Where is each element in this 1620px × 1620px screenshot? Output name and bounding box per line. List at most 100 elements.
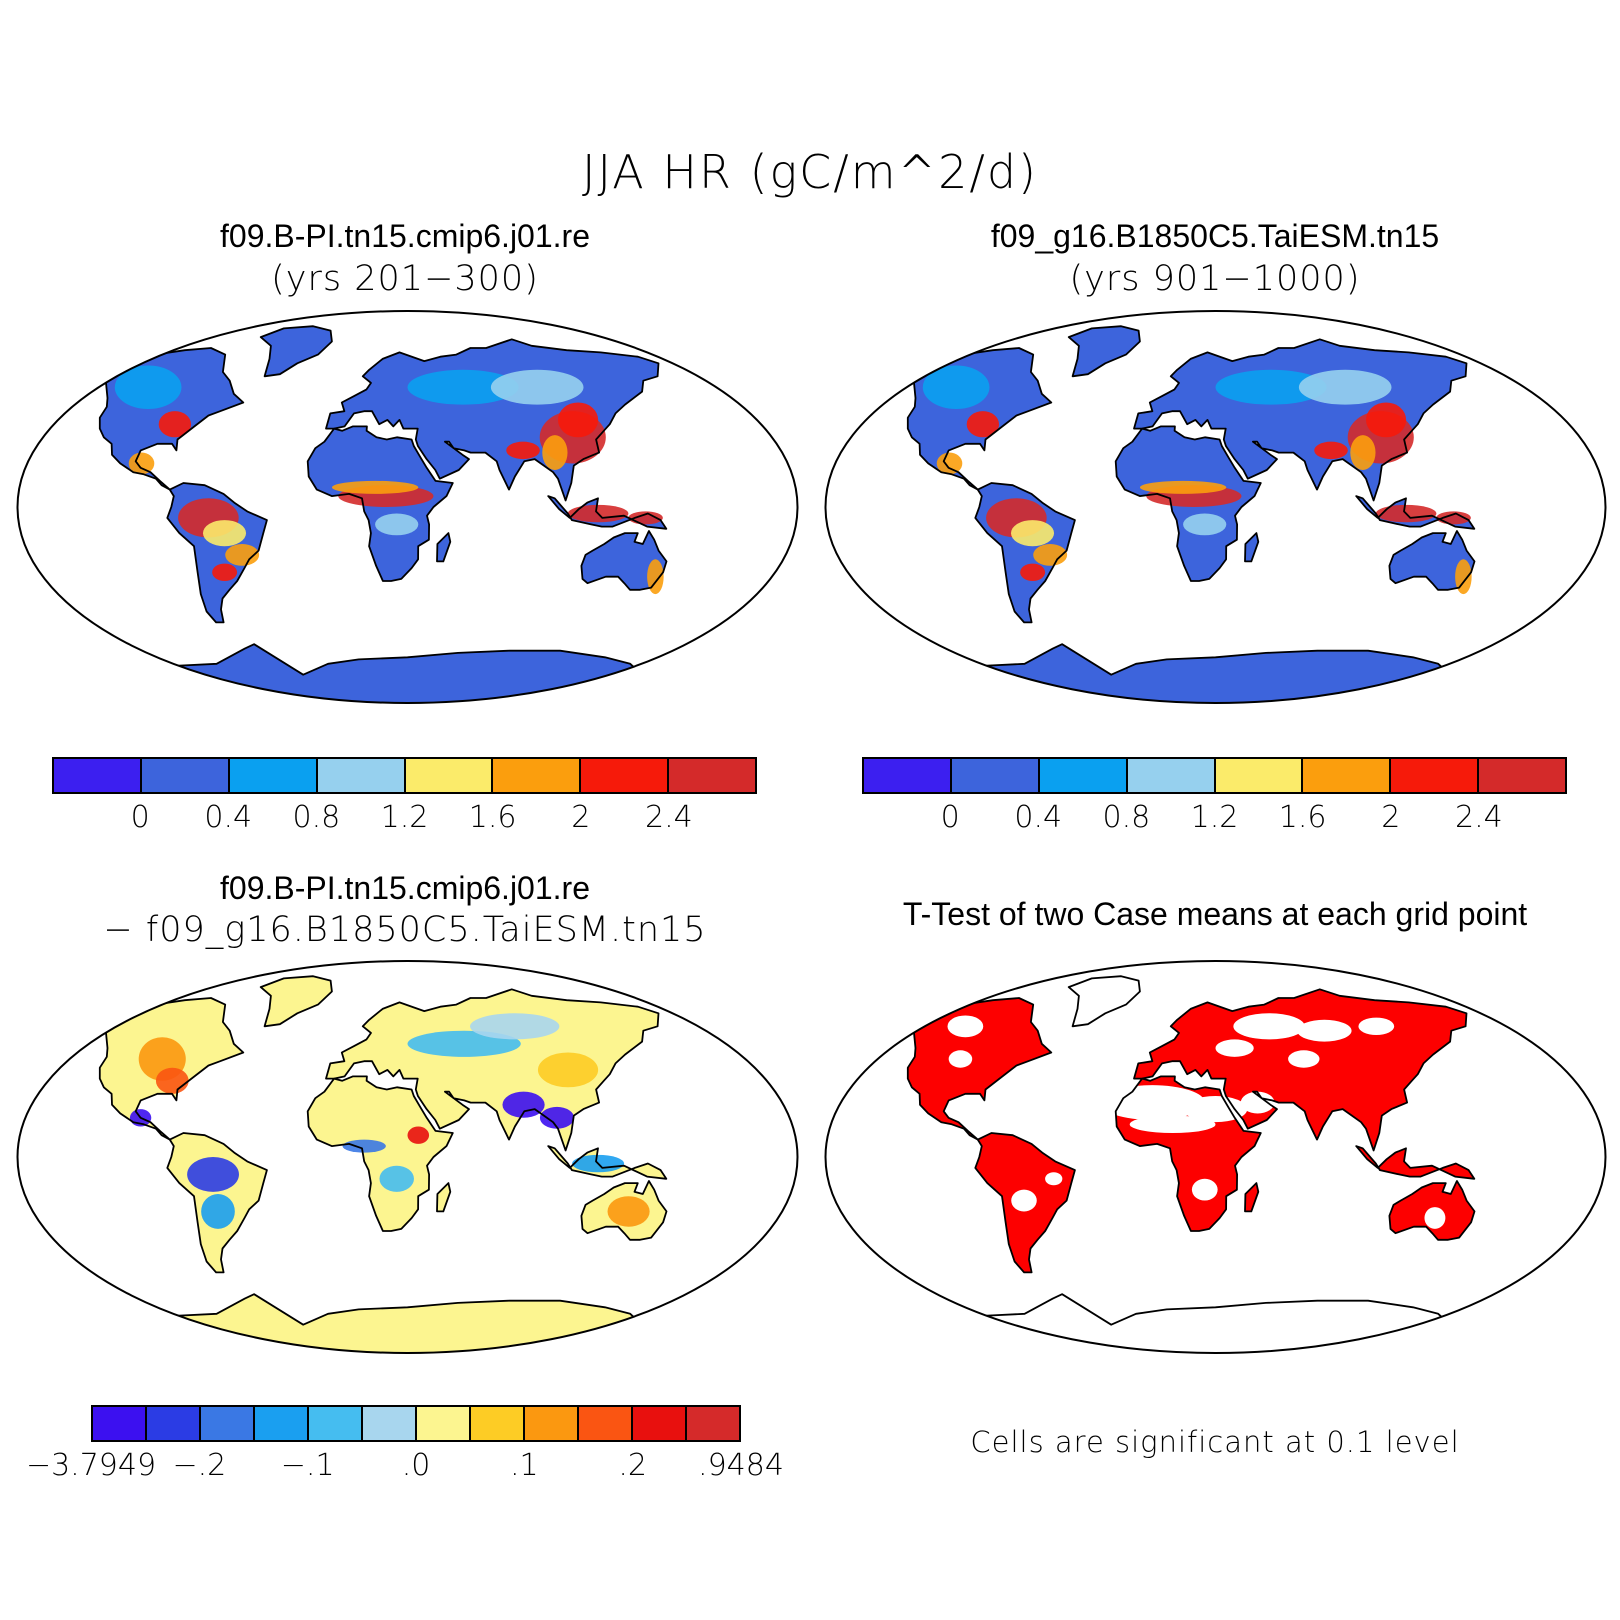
colorbar-tick-label: 1.2 <box>380 800 429 835</box>
colorbar-swatch <box>493 759 582 792</box>
coastline-madagascar <box>1244 532 1260 563</box>
diff-title: f09.B-PI.tn15.cmip6.j01.re <box>220 870 590 906</box>
field-patch <box>1020 563 1046 582</box>
colorbar-swatch <box>471 1407 525 1440</box>
colorbar-swatch <box>1303 759 1392 792</box>
land-namerica <box>867 998 1052 1140</box>
colorbar-tick-label: 0 <box>130 800 150 835</box>
land-madagascar <box>437 533 451 562</box>
map-border <box>824 960 1607 1354</box>
colorbar-swatch <box>864 759 952 792</box>
coastline-samerica <box>166 482 268 624</box>
coastline-greenland <box>1067 975 1141 1028</box>
field-patch <box>1350 435 1376 470</box>
land-greenland <box>1068 976 1140 1027</box>
land-namerica <box>867 348 1052 490</box>
land-eurasia <box>326 989 659 1151</box>
field-patch <box>922 365 990 409</box>
land-madagascar <box>1245 1183 1259 1212</box>
field-patch <box>1366 402 1407 438</box>
field-patch <box>936 452 963 475</box>
coastline-namerica <box>866 997 1053 1141</box>
land-antarctica <box>859 1294 1446 1353</box>
coastline-madagascar <box>436 1182 452 1213</box>
field-patch <box>607 1196 650 1227</box>
colorbar-swatch <box>1479 759 1565 792</box>
case2-colorbar <box>862 757 1567 794</box>
colorbar-tick-label: 2 <box>571 800 591 835</box>
coastline-namerica <box>866 347 1053 491</box>
colorbar-tick-label: −.2 <box>172 1448 227 1483</box>
colorbar-swatch <box>317 759 406 792</box>
colorbar-swatch <box>579 1407 633 1440</box>
field-patch <box>379 1165 414 1192</box>
non-significant-area <box>947 1015 984 1038</box>
colorbar-tick-label: .0 <box>401 1448 431 1483</box>
colorbar-swatch <box>1127 759 1216 792</box>
non-significant-area <box>1358 1017 1395 1036</box>
coastline-eurasia <box>1133 338 1468 502</box>
colorbar-swatch <box>141 759 230 792</box>
colorbar-swatch <box>1039 759 1128 792</box>
non-significant-area <box>1424 1207 1446 1229</box>
coastline-africa <box>1114 425 1262 582</box>
field-patch <box>542 435 568 470</box>
field-patch <box>158 411 192 438</box>
colorbar-tick-label: 1.2 <box>1190 800 1239 835</box>
coastline-indonesia <box>1355 495 1476 530</box>
colorbar-swatch <box>581 759 670 792</box>
map-border <box>16 960 799 1354</box>
non-significant-area <box>1240 1091 1275 1114</box>
non-significant-area <box>1045 1172 1063 1186</box>
field-patch <box>342 1139 386 1153</box>
colorbar-swatch <box>54 759 142 792</box>
colorbar-tick-label: 1.6 <box>468 800 517 835</box>
ttest-map <box>824 960 1607 1354</box>
field-patch <box>1139 480 1227 494</box>
coastline-greenland <box>259 975 333 1028</box>
field-patch <box>1298 369 1392 405</box>
field-patch <box>647 559 664 595</box>
colorbar-tick-label: 0.4 <box>204 800 253 835</box>
field-patch <box>202 520 247 547</box>
colorbar-swatch <box>951 759 1040 792</box>
field-patch <box>407 369 519 405</box>
field-patch <box>1314 441 1348 460</box>
coastline-eurasia <box>325 988 660 1152</box>
coastline-africa <box>306 425 454 582</box>
colorbar-tick-label: 0.8 <box>1102 800 1151 835</box>
colorbar-tick-label: 2.4 <box>1455 800 1503 835</box>
non-significant-area <box>1288 1050 1320 1068</box>
colorbar-swatch <box>417 1407 471 1440</box>
coastline-indonesia <box>547 1145 668 1180</box>
field-patch <box>558 402 599 438</box>
field-patch <box>539 1106 575 1129</box>
colorbar-swatch <box>229 759 318 792</box>
colorbar-tick-label: 2 <box>1381 800 1401 835</box>
colorbar-swatch <box>525 1407 579 1440</box>
coastline-samerica <box>974 1132 1076 1274</box>
field-patch <box>407 1126 430 1144</box>
colorbar-tick-label: .9484 <box>698 1448 784 1483</box>
land-namerica <box>59 348 244 490</box>
case2-subtitle: (yrs 901−1000) <box>1069 259 1361 299</box>
field-patch <box>502 1091 545 1118</box>
non-significant-area <box>1297 1019 1352 1042</box>
colorbar-swatch <box>1391 759 1480 792</box>
non-significant-area <box>1129 1115 1216 1134</box>
coastline-greenland <box>259 325 333 378</box>
field-patch <box>1455 559 1472 595</box>
coastline-australia <box>580 530 668 591</box>
colorbar-tick-label: 2.4 <box>645 800 693 835</box>
field-patch <box>537 1052 599 1088</box>
case1-title: f09.B-PI.tn15.cmip6.j01.re <box>220 218 590 254</box>
case2-map <box>824 310 1607 704</box>
case1-colorbar <box>52 757 757 794</box>
colorbar-swatch <box>633 1407 687 1440</box>
land-africa <box>307 1076 453 1231</box>
coastline-indonesia <box>547 495 668 530</box>
land-greenland <box>1068 326 1140 377</box>
non-significant-area <box>1099 1085 1205 1120</box>
field-patch <box>331 480 419 494</box>
diff-colorbar <box>91 1405 741 1442</box>
